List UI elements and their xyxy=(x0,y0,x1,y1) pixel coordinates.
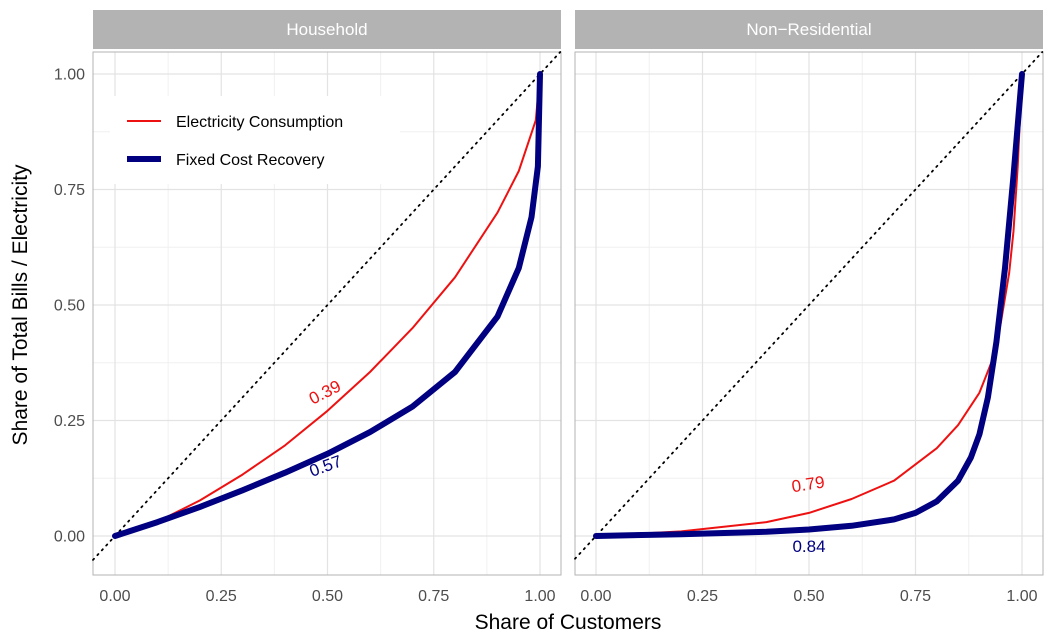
panel-strip xyxy=(93,10,561,49)
panel-border xyxy=(92,51,562,576)
x-tick-label: 0.50 xyxy=(793,588,824,605)
panel-border xyxy=(574,51,1044,576)
x-tick-label: 0.25 xyxy=(206,588,237,605)
y-axis-title: Share of Total Bills / Electricity xyxy=(9,164,32,445)
panel-non-residential: Non−Residential 0.79 0.84 0.00 0.25 0.50 0.75 1… xyxy=(574,10,1044,605)
x-tick-label: 0.75 xyxy=(418,588,449,605)
x-tick-label: 0.00 xyxy=(99,588,130,605)
legend-label: Electricity Consumption xyxy=(176,114,343,131)
gini-label: 0.39 xyxy=(306,377,344,409)
y-tick-label: 1.00 xyxy=(54,67,85,84)
x-tick-label: 0.00 xyxy=(580,588,611,605)
legend-background xyxy=(110,96,400,184)
x-tick-label: 0.50 xyxy=(312,588,343,605)
y-tick-label: 0.25 xyxy=(54,413,85,430)
x-tick-label: 1.00 xyxy=(524,588,555,605)
panel-strip xyxy=(575,10,1043,49)
x-axis-title: Share of Customers xyxy=(475,611,662,634)
gini-label: 0.79 xyxy=(790,472,826,496)
panel-household: Household 0.39 0.57 0.00 0.25 0.50 0.75 1.00 xyxy=(92,10,562,605)
legend-label: Fixed Cost Recovery xyxy=(176,152,325,169)
equality-reference-line xyxy=(92,51,562,561)
legend: Electricity Consumption Fixed Cost Recove… xyxy=(110,96,400,184)
y-tick-label: 0.75 xyxy=(54,182,85,199)
x-tick-label: 1.00 xyxy=(1006,588,1037,605)
fixed-cost-curve xyxy=(112,71,543,539)
consumption-curve xyxy=(114,73,541,537)
gini-label: 0.84 xyxy=(792,537,825,556)
y-tick-label: 0.00 xyxy=(54,529,85,546)
panel-title: Non−Residential xyxy=(746,20,871,39)
gini-label: 0.57 xyxy=(307,452,345,481)
x-tick-label: 0.75 xyxy=(900,588,931,605)
consumption-curve xyxy=(595,73,1023,537)
equality-reference-line xyxy=(574,51,1044,560)
y-tick-label: 0.50 xyxy=(54,298,85,315)
panel-title: Household xyxy=(286,20,367,39)
fixed-cost-curve xyxy=(593,71,1025,539)
x-tick-label: 0.25 xyxy=(687,588,718,605)
